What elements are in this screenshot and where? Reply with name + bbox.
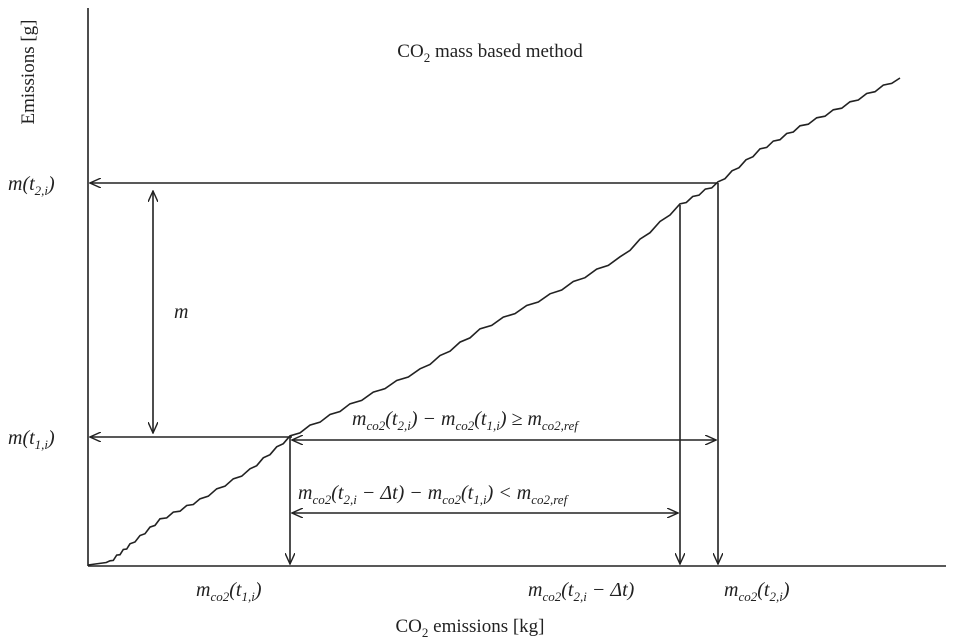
emission-curve (87, 77, 901, 566)
y-label: m(t1,i​) (8, 427, 55, 452)
subscript: co2 (366, 418, 385, 433)
text-part: m (196, 579, 210, 601)
text-part: CO (397, 41, 423, 62)
condition: mco2​(t2,i​) − mco2​(t1,i​) ≥ mco2,ref​ (352, 408, 580, 433)
text-part: (t (561, 579, 574, 601)
subscript: 2,i (35, 183, 49, 198)
subscript: co2 (210, 589, 229, 604)
text-part: m (724, 579, 738, 601)
subscript: co2 (442, 492, 461, 507)
x-axis-label: CO2​ emissions [kg] (395, 616, 544, 640)
text-part: mass based method (430, 41, 583, 62)
subscript: co2 (738, 589, 757, 604)
subscript: 2,i (397, 418, 411, 433)
subscript: 2 (422, 625, 429, 640)
x-label: mco2​(t2,i​ − Δt) (528, 579, 635, 604)
subscript: 1,i (241, 589, 255, 604)
subscript: co2 (312, 492, 331, 507)
text-part: m (528, 579, 542, 601)
text-part: (t (757, 579, 770, 601)
text-part: ) (782, 579, 790, 601)
text-part: ) (47, 427, 55, 449)
subscript: co2,ref (542, 418, 580, 433)
text-part: emissions [kg] (428, 616, 544, 637)
text-part: ) (254, 579, 262, 601)
text-part: (t (461, 482, 474, 504)
text-part: ) ≥ m (499, 408, 542, 430)
text-part: (t (385, 408, 398, 430)
x-label: mco2​(t1,i​) (196, 579, 262, 604)
condition: mco2​(t2,i​ − Δt) − mco2​(t1,i​) < mco2,… (298, 482, 570, 507)
text-part: − Δt) − m (357, 482, 442, 504)
y-label: m(t2,i​) (8, 173, 55, 198)
subscript: co2 (455, 418, 474, 433)
text-part: ) − m (410, 408, 456, 430)
text-part: (t (474, 408, 487, 430)
subscript: 1,i (486, 418, 500, 433)
text-part: CO (395, 616, 421, 637)
text-part: m(t (8, 427, 35, 449)
subscript: 1,i (35, 437, 49, 452)
text-part: m (352, 408, 366, 430)
text-part: (t (229, 579, 242, 601)
text-part: ) < m (486, 482, 532, 504)
x-label: mco2​(t2,i​) (724, 579, 790, 604)
subscript: 2 (424, 50, 431, 65)
text-part: m(t (8, 173, 35, 195)
text-part: m (298, 482, 312, 504)
subscript: 2,i (573, 589, 587, 604)
text-part: ) (47, 173, 55, 195)
text-part: − Δt) (587, 579, 635, 601)
title: CO2​ mass based method (397, 41, 583, 65)
subscript: co2 (542, 589, 561, 604)
text-part: (t (331, 482, 344, 504)
m-label: m (174, 301, 188, 323)
y-axis-label: Emissions [g] (18, 19, 39, 124)
subscript: 2,i (769, 589, 783, 604)
subscript: co2,ref (531, 492, 569, 507)
subscript: 2,i (343, 492, 357, 507)
subscript: 1,i (473, 492, 487, 507)
